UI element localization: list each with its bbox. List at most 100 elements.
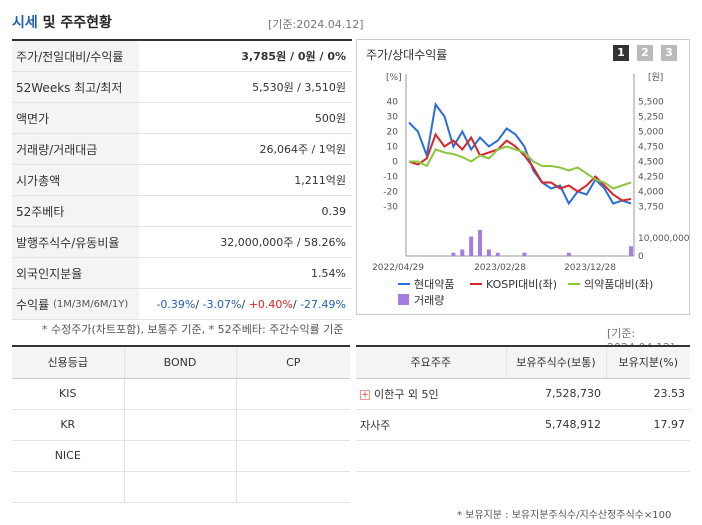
price-row-label: 액면가 bbox=[12, 103, 139, 133]
price-row-label: 52주베타 bbox=[12, 196, 139, 226]
share-pct bbox=[606, 440, 690, 472]
left-tick-label: 40 bbox=[387, 98, 399, 108]
left-tick-label: 10 bbox=[387, 143, 399, 153]
price-row: 액면가 500원 bbox=[12, 103, 352, 134]
table-row: 자사주 5,748,912 17.97 bbox=[356, 409, 690, 441]
price-row-label: 시가총액 bbox=[12, 165, 139, 195]
price-row-value: 500원 bbox=[314, 112, 346, 125]
right-axis-unit: [원] bbox=[648, 72, 663, 83]
shareholder-name-text: 자사주 bbox=[360, 418, 391, 432]
returns-label: 수익률 (1M/3M/6M/1Y) bbox=[12, 289, 139, 319]
right-tick-label: 4,250 bbox=[638, 173, 664, 183]
shareholder-name-text: 이한구 외 5인 bbox=[374, 387, 439, 401]
footnote: * 수정주가(차트포함), 보통주 기준, * 52주베타: 주간수익률 기준 bbox=[42, 323, 344, 336]
credit-cell: KR bbox=[12, 409, 124, 441]
returns-period: (1M/3M/6M/1Y) bbox=[52, 298, 129, 310]
chart-tab-1[interactable]: 1 bbox=[613, 45, 629, 61]
volume-bar bbox=[478, 230, 483, 256]
price-row-label: 발행주식수/유동비율 bbox=[12, 227, 139, 257]
credit-cell bbox=[235, 409, 350, 441]
table-row: NICE bbox=[12, 440, 350, 472]
credit-cell: KIS bbox=[12, 378, 124, 410]
left-axis-unit: [%] bbox=[386, 73, 402, 83]
returns-row: 수익률 (1M/3M/6M/1Y) -0.39%/ -3.07%/ +0.40%/… bbox=[12, 289, 352, 320]
volume-bar bbox=[495, 252, 500, 256]
left-tick-label: -30 bbox=[383, 203, 398, 213]
volume-bar bbox=[460, 249, 465, 256]
shareholder-name[interactable]: + 이한구 외 5인 bbox=[356, 378, 506, 410]
price-row-value: 26,064주 / 1억원 bbox=[259, 143, 346, 156]
shareholder-name bbox=[356, 440, 506, 472]
credit-header: BOND bbox=[123, 347, 236, 379]
credit-rating-table: 신용등급 BOND CP KIS KR NICE bbox=[12, 345, 350, 503]
return-6m: +0.40% bbox=[248, 297, 293, 311]
legend-label: KOSPI대비(좌) bbox=[486, 278, 557, 291]
shares-held: 5,748,912 bbox=[506, 409, 606, 441]
shares-held bbox=[506, 440, 606, 472]
credit-cell bbox=[235, 471, 350, 503]
credit-cell bbox=[235, 378, 350, 410]
series-line bbox=[408, 132, 632, 202]
shareholder-name: 자사주 bbox=[356, 409, 506, 441]
price-row: 52주베타 0.39 bbox=[12, 196, 352, 227]
right-tick-label: 4,000 bbox=[638, 188, 664, 198]
volume-bar bbox=[522, 252, 527, 256]
return-1y: -27.49% bbox=[300, 297, 346, 311]
stock-chart: [%] [원] 40 5,500 30 5,250 20 5,000 10 4,750 0 4,500… bbox=[372, 72, 690, 307]
left-tick-label: 30 bbox=[387, 113, 399, 123]
right-tick-label: 4,500 bbox=[638, 158, 664, 168]
credit-cell bbox=[123, 378, 236, 410]
share-header: 보유지분(%) bbox=[605, 347, 690, 379]
price-row: 시가총액 1,211억원 bbox=[12, 165, 352, 196]
legend-swatch bbox=[398, 294, 409, 305]
price-table: 주가/전일대비/수익률 3,785원 / 0원 / 0% 52Weeks 최고/최저… bbox=[12, 39, 352, 320]
table-row: + 이한구 외 5인 7,528,730 23.53 bbox=[356, 378, 690, 410]
price-row-value: 32,000,000주 / 58.26% bbox=[220, 236, 346, 249]
credit-cell bbox=[12, 471, 124, 503]
right-tick-label: 5,250 bbox=[638, 113, 664, 123]
volume-bar bbox=[486, 249, 491, 256]
x-tick-label: 2023/12/28 bbox=[564, 263, 616, 273]
volume-bar bbox=[469, 236, 474, 256]
shareholder-table: 주요주주 보유주식수(보통) 보유지분(%) + 이한구 외 5인 7,528,730 23… bbox=[356, 345, 690, 472]
credit-cell bbox=[123, 409, 236, 441]
price-row: 주가/전일대비/수익률 3,785원 / 0원 / 0% bbox=[12, 41, 352, 72]
price-row-value: 1,211억원 bbox=[294, 174, 346, 187]
price-row-value: 3,785원 / 0원 / 0% bbox=[241, 50, 346, 63]
chart-tab-2[interactable]: 2 bbox=[637, 45, 653, 61]
share-pct: 23.53 bbox=[606, 378, 690, 410]
returns-values: -0.39%/ -3.07%/ +0.40%/ -27.49% bbox=[156, 297, 346, 311]
volume-zero-label: 0 bbox=[638, 252, 644, 262]
table-row bbox=[356, 440, 690, 472]
expand-icon[interactable]: + bbox=[360, 389, 370, 400]
returns-label-text: 수익률 bbox=[16, 297, 50, 312]
price-row-value: 0.39 bbox=[321, 204, 347, 218]
credit-header: 신용등급 bbox=[12, 347, 124, 379]
credit-cell bbox=[123, 471, 236, 503]
price-row-value: 1.54% bbox=[311, 266, 346, 280]
volume-tick-label: 10,000,000 bbox=[638, 234, 690, 244]
chart-tab-3[interactable]: 3 bbox=[661, 45, 677, 61]
price-row: 외국인지분율 1.54% bbox=[12, 258, 352, 289]
credit-cell: NICE bbox=[12, 440, 124, 472]
left-tick-label: -10 bbox=[383, 173, 398, 183]
volume-bar bbox=[451, 252, 456, 256]
price-row-label: 거래량/거래대금 bbox=[12, 134, 139, 164]
left-tick-label: 0 bbox=[392, 158, 398, 168]
legend-label: 의약품대비(좌) bbox=[584, 277, 653, 291]
table-row: KIS bbox=[12, 378, 350, 410]
footnote-shareholding: * 보유지분 : 보유지분주식수/지수산정주식수×100 bbox=[457, 510, 672, 521]
legend-label: 현대약품 bbox=[414, 277, 454, 291]
price-row-label: 주가/전일대비/수익률 bbox=[12, 41, 139, 71]
shares-held: 7,528,730 bbox=[506, 378, 606, 410]
share-header-row: 주요주주 보유주식수(보통) 보유지분(%) bbox=[356, 347, 690, 379]
legend-label: 거래량 bbox=[414, 294, 444, 307]
right-tick-label: 5,000 bbox=[638, 128, 664, 138]
share-header: 주요주주 bbox=[356, 347, 506, 379]
left-tick-label: -20 bbox=[383, 188, 398, 198]
page-title: 시세 및 주주현황 bbox=[12, 15, 112, 31]
price-row-value: 5,530원 / 3,510원 bbox=[252, 81, 346, 94]
right-tick-label: 5,500 bbox=[638, 98, 664, 108]
price-row: 거래량/거래대금 26,064주 / 1억원 bbox=[12, 134, 352, 165]
reference-date: [기준:2024.04.12] bbox=[268, 18, 364, 31]
